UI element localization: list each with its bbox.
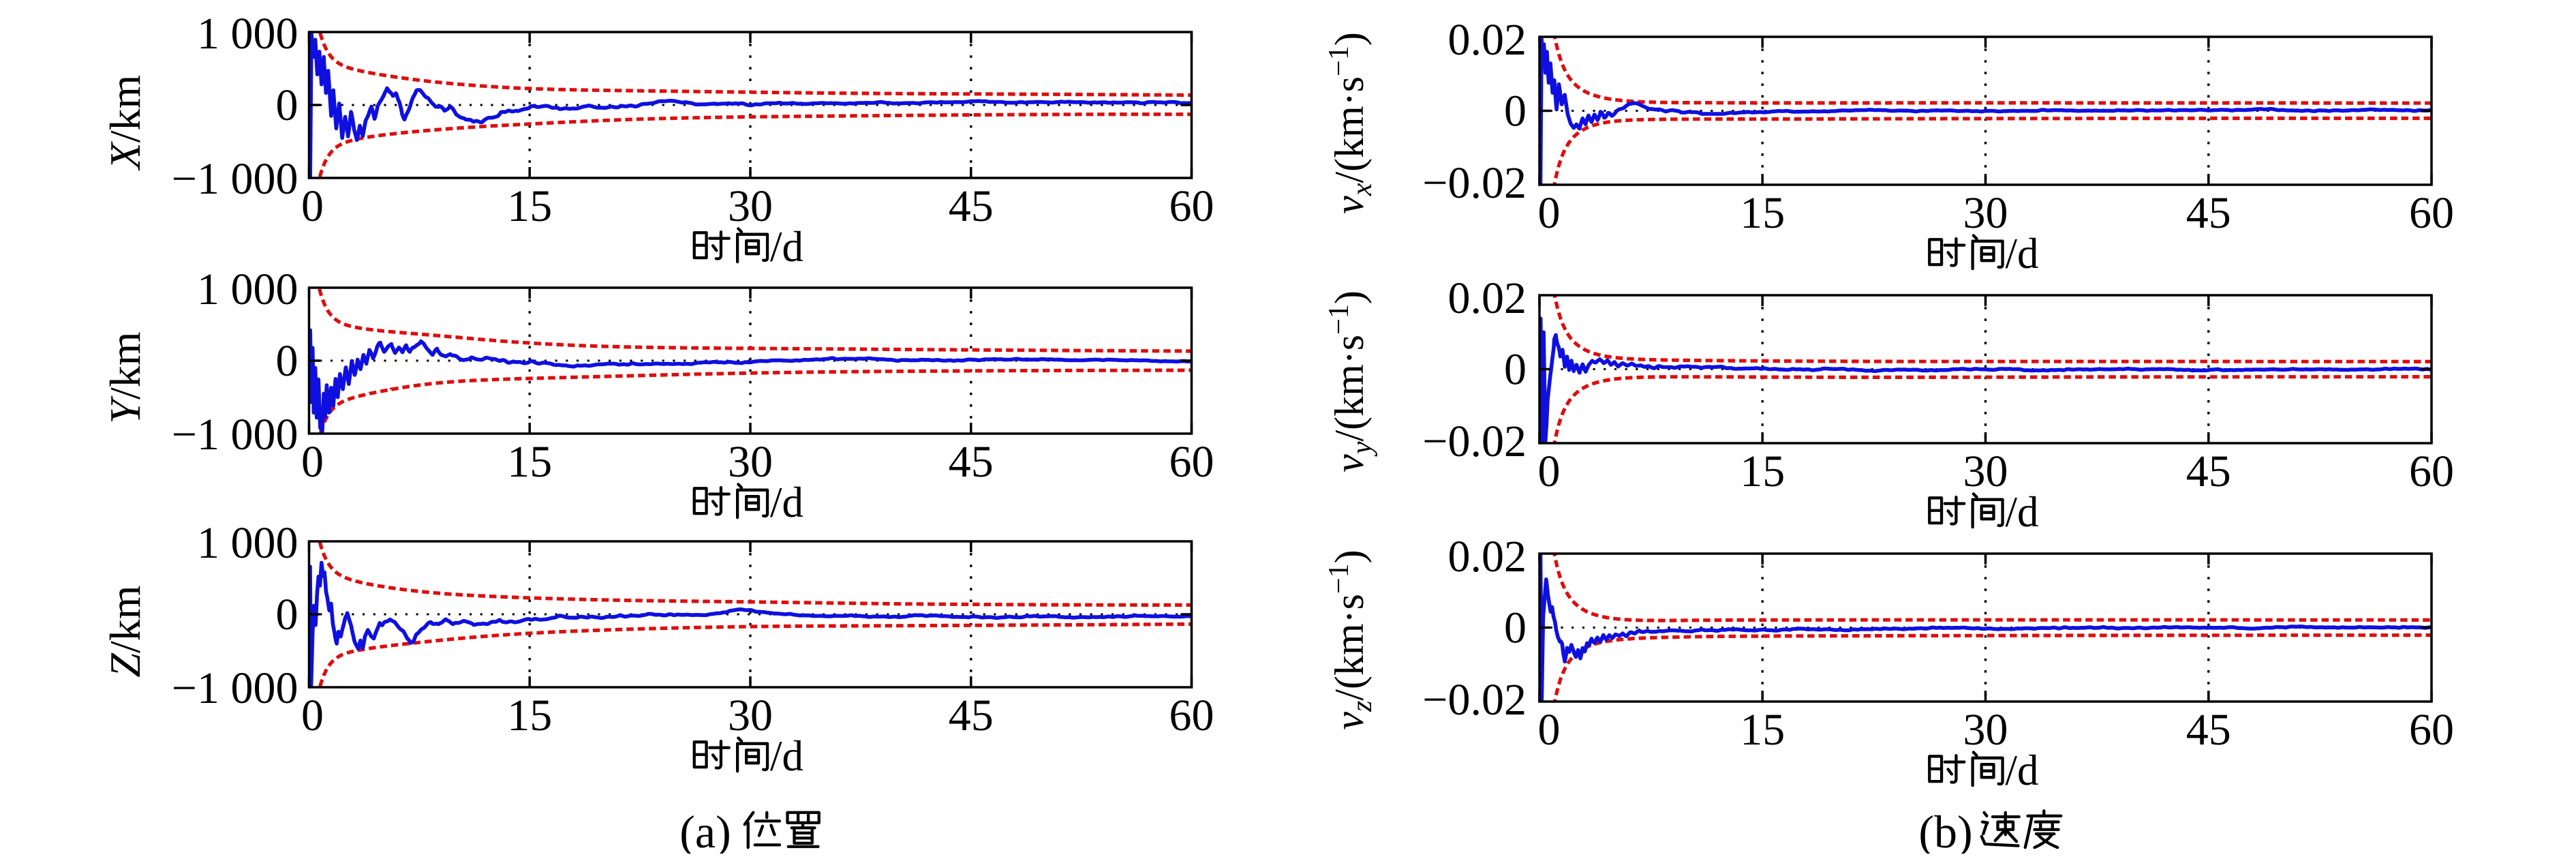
svg-text:60: 60 (1169, 181, 1214, 231)
svg-text:30: 30 (1963, 447, 2008, 496)
svg-text:0: 0 (1504, 603, 1527, 653)
svg-text:vx/(km·s−1): vx/(km·s−1) (1323, 32, 1378, 214)
svg-text:(a): (a) (679, 806, 731, 854)
svg-text:15: 15 (507, 181, 552, 231)
svg-text:0: 0 (301, 437, 324, 487)
svg-text:0: 0 (301, 691, 324, 740)
svg-text:−0.02: −0.02 (1422, 675, 1527, 725)
svg-text:0: 0 (1504, 87, 1527, 136)
svg-text:0: 0 (1538, 188, 1561, 238)
svg-text:0.02: 0.02 (1448, 532, 1527, 582)
svg-text:0: 0 (1504, 345, 1527, 395)
svg-text:15: 15 (1740, 705, 1785, 755)
svg-text:0.02: 0.02 (1448, 273, 1527, 323)
svg-text:−0.02: −0.02 (1422, 158, 1527, 208)
svg-text:1 000: 1 000 (197, 9, 298, 59)
svg-text:0: 0 (276, 80, 298, 130)
svg-text:Y/km: Y/km (101, 331, 149, 423)
svg-text:45: 45 (949, 691, 994, 740)
svg-text:0: 0 (1538, 705, 1561, 755)
svg-text:/d: /d (770, 223, 803, 271)
svg-text:60: 60 (1169, 691, 1214, 740)
svg-text:/d: /d (770, 479, 803, 526)
svg-text:0: 0 (276, 336, 298, 386)
svg-text:60: 60 (2409, 188, 2454, 238)
svg-text:/d: /d (2006, 488, 2039, 536)
svg-text:15: 15 (1740, 188, 1785, 238)
svg-text:0.02: 0.02 (1448, 15, 1527, 65)
svg-text:vy/(km·s−1): vy/(km·s−1) (1323, 290, 1378, 472)
svg-text:30: 30 (1963, 705, 2008, 755)
svg-text:30: 30 (728, 437, 773, 487)
svg-text:−1 000: −1 000 (172, 663, 298, 713)
svg-text:45: 45 (949, 181, 994, 231)
svg-text:45: 45 (2186, 705, 2231, 755)
svg-text:15: 15 (1740, 447, 1785, 496)
svg-text:(b): (b) (1918, 806, 1972, 854)
svg-text:0: 0 (1538, 447, 1561, 496)
svg-text:0: 0 (276, 590, 298, 640)
svg-text:1 000: 1 000 (197, 518, 298, 568)
svg-text:−0.02: −0.02 (1422, 417, 1527, 466)
svg-text:Z/km: Z/km (101, 585, 149, 677)
svg-text:30: 30 (728, 181, 773, 231)
svg-text:30: 30 (728, 691, 773, 740)
svg-text:X/km: X/km (101, 75, 149, 172)
svg-text:45: 45 (2186, 188, 2231, 238)
svg-text:/d: /d (770, 732, 803, 780)
svg-text:15: 15 (507, 437, 552, 487)
svg-text:0: 0 (301, 181, 324, 231)
svg-text:−1 000: −1 000 (172, 410, 298, 460)
svg-text:vz/(km·s−1): vz/(km·s−1) (1323, 550, 1378, 730)
svg-text:/d: /d (2006, 747, 2039, 794)
svg-text:60: 60 (2409, 705, 2454, 755)
svg-text:45: 45 (949, 437, 994, 487)
svg-text:15: 15 (507, 691, 552, 740)
svg-text:45: 45 (2186, 447, 2231, 496)
svg-text:/d: /d (2006, 230, 2039, 277)
svg-text:30: 30 (1963, 188, 2008, 238)
svg-text:60: 60 (1169, 437, 1214, 487)
svg-text:1 000: 1 000 (197, 265, 298, 314)
svg-text:60: 60 (2409, 447, 2454, 496)
svg-text:−1 000: −1 000 (172, 154, 298, 204)
